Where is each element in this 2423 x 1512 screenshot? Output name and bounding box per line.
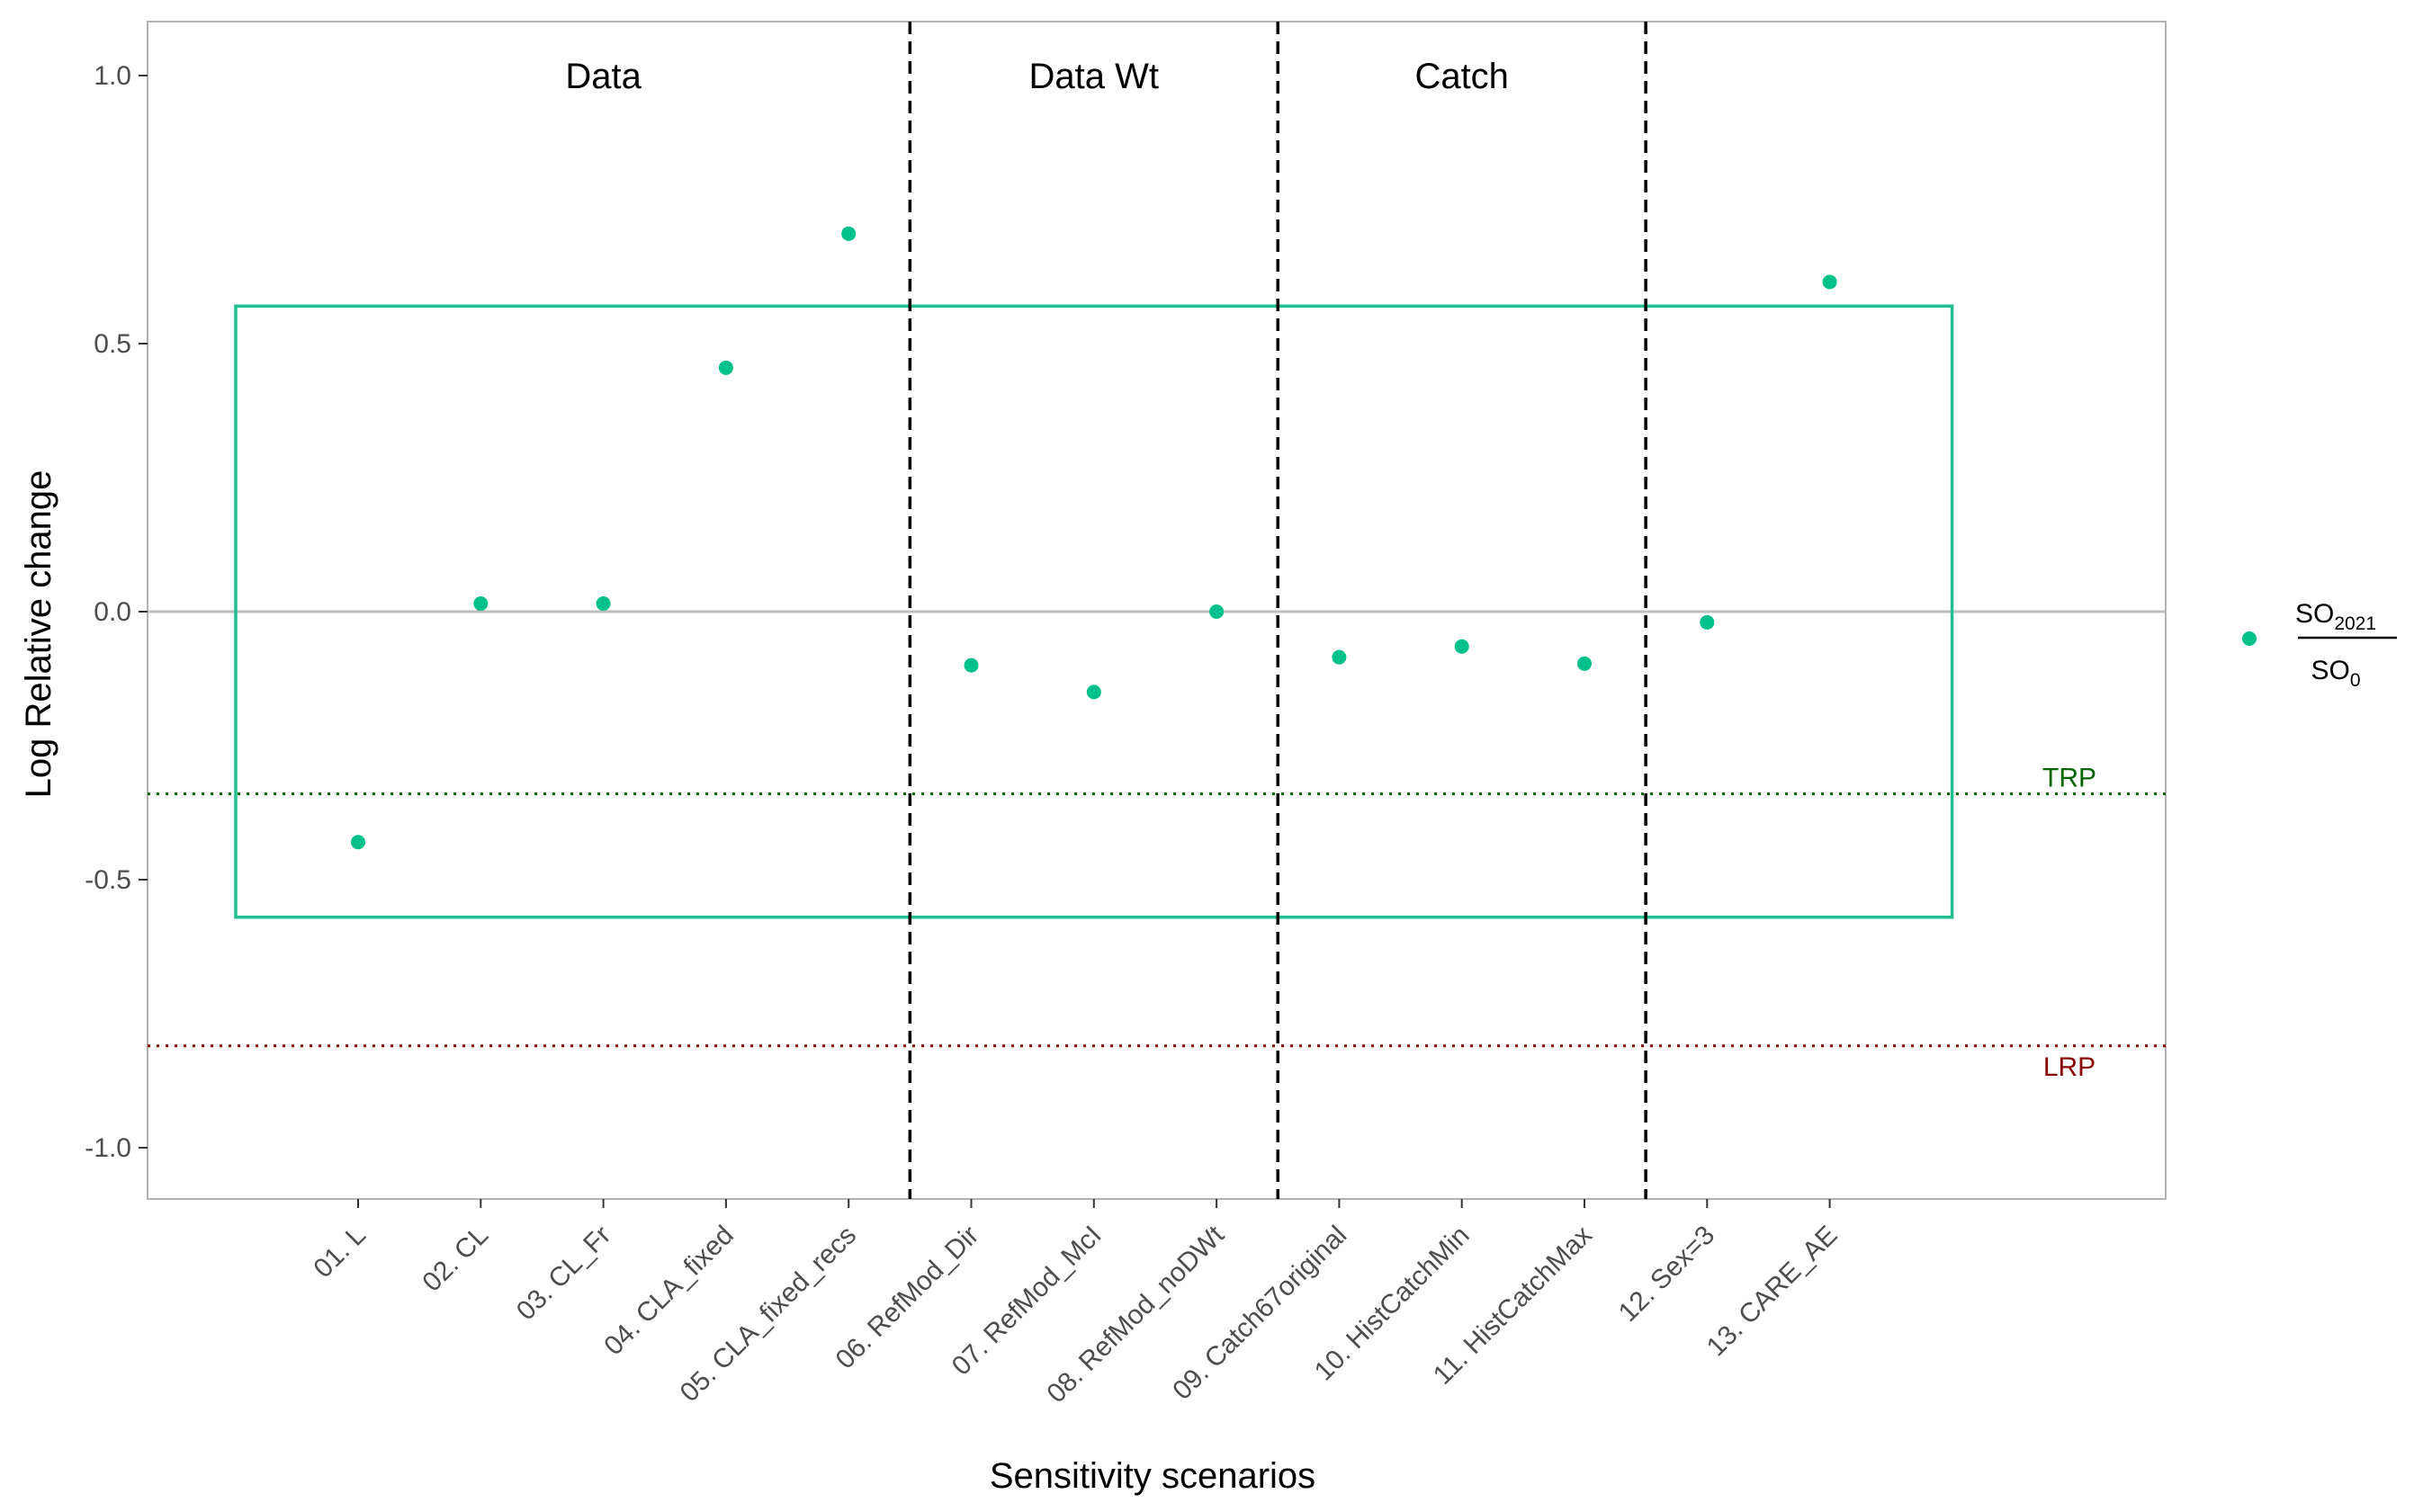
data-point bbox=[596, 596, 611, 612]
y-tick-label: -1.0 bbox=[85, 1133, 131, 1163]
data-point bbox=[1086, 684, 1101, 700]
legend-denominator: SO0 bbox=[2311, 656, 2360, 691]
x-tick-label: 13. CARE_AE bbox=[1701, 1221, 1844, 1363]
group-label-data-wt: Data Wt bbox=[1029, 57, 1159, 96]
x-tick-label: 03. CL_Fr bbox=[511, 1221, 617, 1327]
range-box bbox=[234, 304, 1954, 919]
data-point bbox=[964, 658, 979, 673]
data-point bbox=[718, 360, 733, 375]
y-axis-title: Log Relative change bbox=[19, 470, 58, 799]
data-point bbox=[1700, 614, 1715, 630]
data-point bbox=[1822, 274, 1837, 290]
y-tick-label: 0.0 bbox=[94, 597, 131, 627]
y-tick-label: -0.5 bbox=[85, 865, 131, 895]
x-tick-label: 12. Sex=3 bbox=[1613, 1221, 1720, 1328]
data-point bbox=[473, 596, 489, 612]
data-point bbox=[1332, 649, 1347, 665]
y-tick-label: 1.0 bbox=[94, 61, 131, 91]
data-point bbox=[1577, 656, 1592, 671]
reference-label-trp: TRP bbox=[2042, 764, 2096, 793]
reference-label-lrp: LRP bbox=[2043, 1052, 2095, 1082]
group-label-data: Data bbox=[565, 57, 642, 96]
data-point bbox=[1209, 604, 1225, 619]
data-point bbox=[1454, 639, 1469, 654]
data-point bbox=[841, 226, 857, 241]
data-point bbox=[351, 835, 365, 850]
x-axis-title: Sensitivity scenarios bbox=[990, 1456, 1315, 1496]
group-label-catch: Catch bbox=[1414, 57, 1509, 96]
x-tick-label: 04. CLA_fixed bbox=[598, 1221, 740, 1362]
x-tick-label: 02. CL bbox=[417, 1221, 494, 1298]
y-tick-label: 0.5 bbox=[94, 329, 131, 359]
legend-marker bbox=[2242, 631, 2257, 646]
legend-numerator: SO2021 bbox=[2295, 599, 2376, 634]
x-tick-label: 01. L bbox=[308, 1221, 372, 1284]
